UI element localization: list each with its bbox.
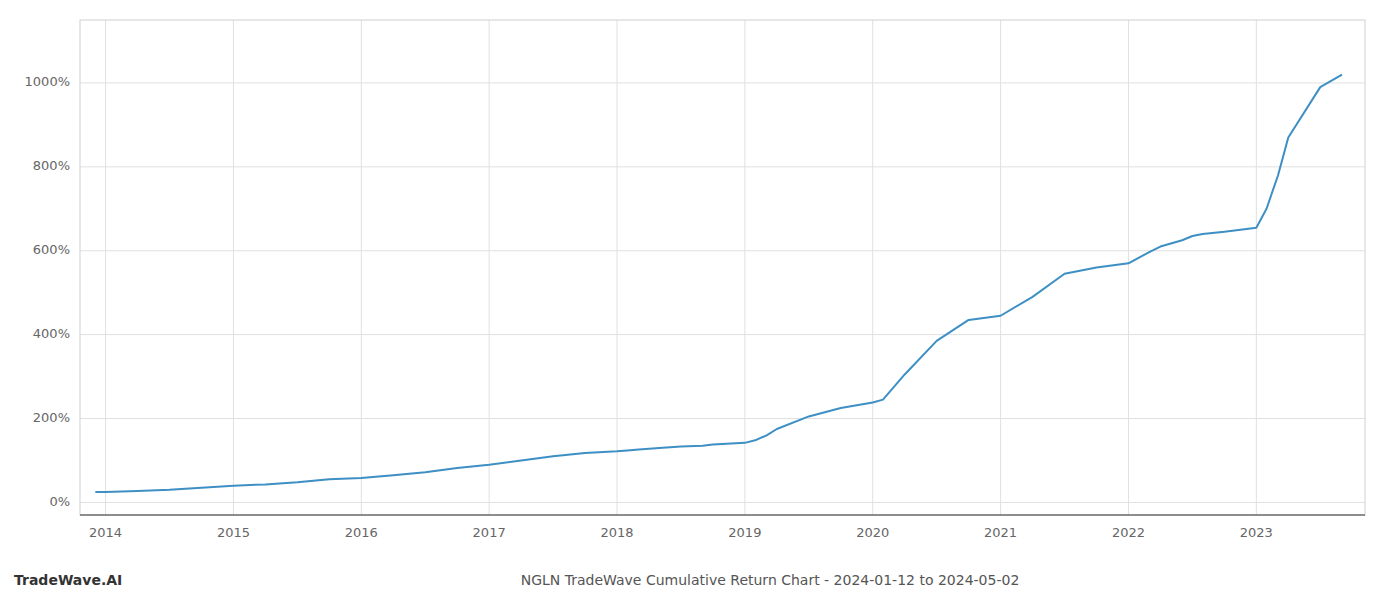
x-tick-label: 2017 <box>473 525 506 540</box>
y-grid-line <box>80 502 1365 503</box>
y-grid-line <box>80 334 1365 335</box>
plot-frame <box>80 20 1365 515</box>
y-tick-label: 600% <box>33 242 70 257</box>
x-grid-line <box>1128 20 1129 515</box>
x-grid-line <box>489 20 490 515</box>
line <box>95 75 1342 492</box>
y-tick-label: 0% <box>49 494 70 509</box>
x-axis-line <box>80 515 1365 516</box>
x-tick-label: 2021 <box>984 525 1017 540</box>
watermark: TradeWave.AI <box>14 572 122 588</box>
x-grid-line <box>1256 20 1257 515</box>
x-grid-line <box>361 20 362 515</box>
x-grid-line <box>872 20 873 515</box>
y-tick-label: 800% <box>33 158 70 173</box>
chart: 0% 200% 400% 600% 800% 1000% 2014 2015 2016 2017 2… <box>0 0 1400 600</box>
x-grid-line <box>744 20 745 515</box>
x-tick-label: 2016 <box>345 525 378 540</box>
x-grid-line <box>105 20 106 515</box>
x-tick-label: 2020 <box>856 525 889 540</box>
x-grid-line <box>233 20 234 515</box>
x-tick-label: 2014 <box>89 525 122 540</box>
x-grid-line <box>617 20 618 515</box>
y-grid-line <box>80 82 1365 83</box>
y-grid-line <box>80 418 1365 419</box>
title: NGLN TradeWave Cumulative Return Chart -… <box>521 572 1020 588</box>
x-tick-label: 2022 <box>1112 525 1145 540</box>
x-tick-label: 2018 <box>600 525 633 540</box>
series <box>95 75 1342 492</box>
y-tick-label: 400% <box>33 326 70 341</box>
y-grid-line <box>80 250 1365 251</box>
x-tick-label: 2015 <box>217 525 250 540</box>
y-tick-label: 200% <box>33 410 70 425</box>
x-tick-label: 2019 <box>728 525 761 540</box>
x-grid-line <box>1000 20 1001 515</box>
x-tick-label: 2023 <box>1240 525 1273 540</box>
y-grid-line <box>80 166 1365 167</box>
y-tick-label: 1000% <box>25 74 70 89</box>
grid <box>80 20 1365 515</box>
axes: 0% 200% 400% 600% 800% 1000% 2014 2015 2016 2017 2… <box>25 20 1365 540</box>
